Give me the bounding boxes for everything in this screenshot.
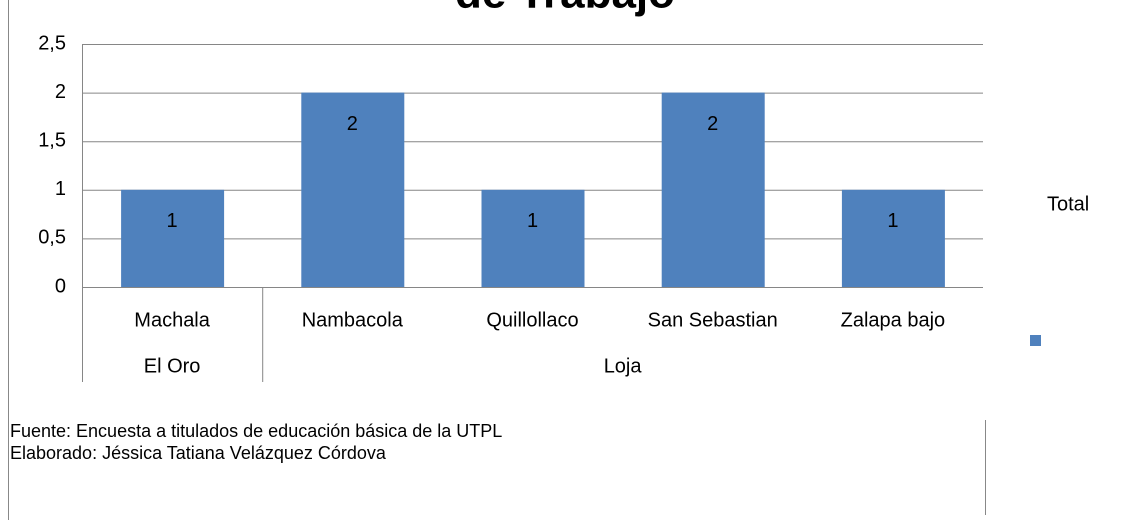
group-label: El Oro (144, 355, 201, 377)
bar (301, 92, 405, 287)
y-tick-label: 0 (55, 275, 66, 297)
data-label: 1 (167, 210, 178, 232)
y-tick-label: 0,5 (38, 227, 66, 249)
x-tick-label: Nambacola (302, 309, 404, 331)
data-label: 2 (707, 113, 718, 135)
x-tick-label: Zalapa bajo (841, 309, 946, 331)
y-tick-label: 2 (55, 81, 66, 103)
legend-label: Total (1047, 193, 1089, 215)
note: Fuente: Encuesta a titulados de educació… (10, 421, 502, 441)
x-tick-label: Machala (134, 309, 210, 331)
bar (481, 189, 585, 287)
bar (841, 189, 945, 287)
x-tick-label: San Sebastian (648, 309, 778, 331)
legend-swatch (1030, 335, 1041, 346)
chart-title: de Trabajo (455, 0, 675, 18)
y-tick-label: 2,5 (38, 32, 66, 54)
data-label: 1 (887, 210, 898, 232)
note: Elaborado: Jéssica Tatiana Velázquez Cór… (10, 443, 387, 463)
data-label: 2 (347, 113, 358, 135)
x-tick-label: Quillollaco (486, 309, 578, 331)
y-tick-label: 1 (55, 178, 66, 200)
y-tick-label: 1,5 (38, 129, 66, 151)
bar (121, 189, 225, 287)
data-label: 1 (527, 210, 538, 232)
bar (661, 92, 765, 287)
group-label: Loja (604, 355, 643, 377)
